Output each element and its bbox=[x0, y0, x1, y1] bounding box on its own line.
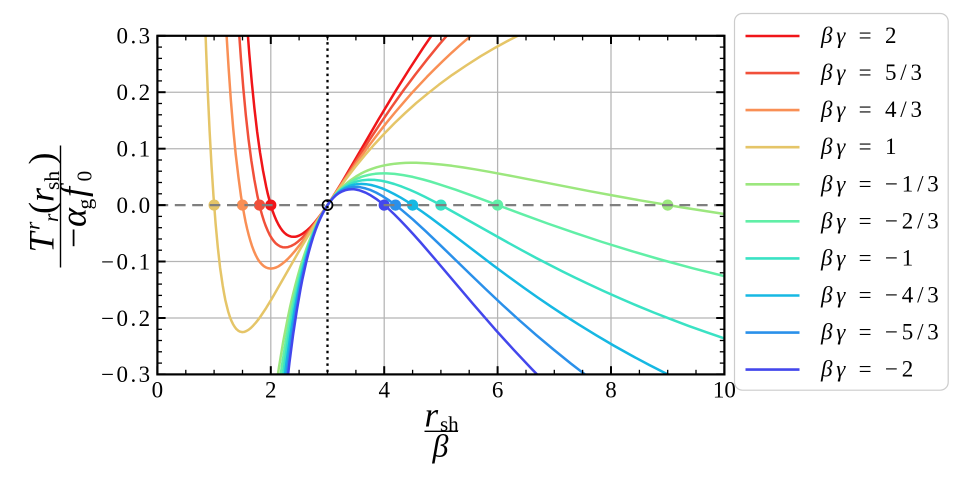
svg-text:−0.2: −0.2 bbox=[101, 306, 152, 331]
svg-text:6: 6 bbox=[492, 378, 504, 403]
svg-text:r: r bbox=[21, 221, 45, 230]
svg-text:−: − bbox=[54, 228, 94, 248]
svg-text:8: 8 bbox=[605, 378, 617, 403]
svg-text:10: 10 bbox=[713, 378, 736, 403]
svg-text:−0.1: −0.1 bbox=[101, 249, 152, 274]
svg-text:0.0: 0.0 bbox=[117, 193, 153, 218]
svg-text:r: r bbox=[22, 187, 62, 202]
svg-text:βγ = −5/3: βγ = −5/3 bbox=[820, 320, 943, 345]
svg-text:r: r bbox=[39, 213, 63, 222]
svg-text:βγ = −2/3: βγ = −2/3 bbox=[820, 208, 943, 233]
svg-text:T: T bbox=[22, 230, 62, 253]
svg-text:4: 4 bbox=[378, 378, 390, 403]
svg-text:): ) bbox=[22, 153, 62, 165]
svg-text:sh: sh bbox=[40, 171, 64, 190]
svg-text:g: g bbox=[73, 199, 97, 210]
svg-text:βγ = −2: βγ = −2 bbox=[820, 357, 917, 382]
svg-text:(: ( bbox=[22, 202, 62, 214]
svg-text:βγ = 4/3: βγ = 4/3 bbox=[820, 97, 926, 122]
svg-text:−0.3: −0.3 bbox=[101, 362, 152, 387]
svg-text:r: r bbox=[425, 396, 439, 435]
svg-text:0.3: 0.3 bbox=[117, 24, 153, 49]
svg-text:2: 2 bbox=[265, 378, 277, 403]
svg-text:βγ = −4/3: βγ = −4/3 bbox=[820, 283, 943, 308]
svg-text:βγ = 5/3: βγ = 5/3 bbox=[820, 60, 926, 85]
svg-text:α: α bbox=[54, 207, 94, 227]
svg-text:0: 0 bbox=[73, 171, 97, 182]
svg-text:0.1: 0.1 bbox=[117, 137, 153, 162]
svg-text:0.2: 0.2 bbox=[117, 80, 153, 105]
svg-text:β: β bbox=[432, 428, 449, 464]
svg-text:βγ = −1/3: βγ = −1/3 bbox=[820, 171, 943, 196]
svg-text:0: 0 bbox=[152, 378, 164, 403]
svg-text:βγ = 1: βγ = 1 bbox=[820, 134, 900, 159]
svg-text:βγ = 2: βγ = 2 bbox=[820, 23, 900, 48]
svg-text:βγ = −1: βγ = −1 bbox=[820, 245, 917, 270]
svg-text:sh: sh bbox=[440, 412, 459, 436]
